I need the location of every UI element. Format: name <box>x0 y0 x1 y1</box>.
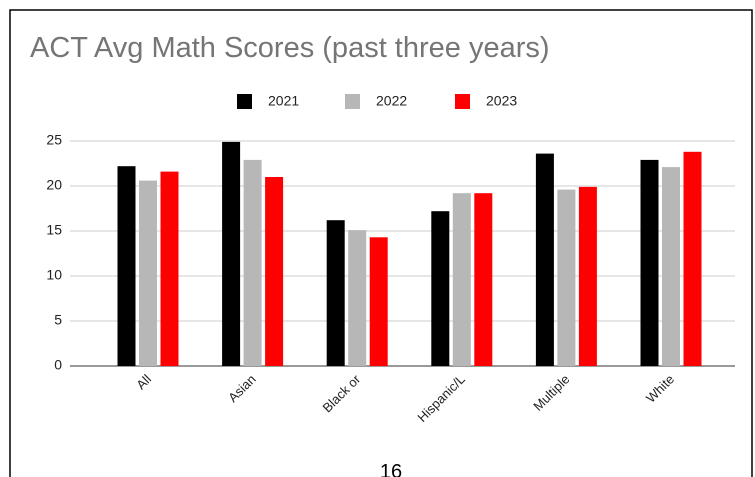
x-tick-label: Asian <box>225 372 259 406</box>
legend-label: 2021 <box>268 93 299 109</box>
bar <box>683 151 702 366</box>
bar <box>369 237 388 366</box>
bar <box>117 166 136 366</box>
y-tick-label: 5 <box>54 312 62 328</box>
legend-swatch <box>455 94 470 109</box>
chart-title: ACT Avg Math Scores (past three years) <box>30 32 550 64</box>
legend-label: 2023 <box>486 93 517 109</box>
bar <box>139 180 157 366</box>
bar <box>243 159 262 366</box>
bar <box>474 193 493 366</box>
bar <box>431 211 450 366</box>
bar <box>662 167 680 366</box>
bar <box>348 230 367 366</box>
bar <box>326 220 345 366</box>
bar <box>578 186 597 366</box>
bar <box>265 177 284 366</box>
bar <box>222 141 241 366</box>
bar <box>640 159 659 366</box>
y-tick-label: 25 <box>46 132 62 148</box>
legend-swatch <box>345 94 360 109</box>
x-tick-label: White <box>643 372 677 406</box>
bar <box>535 153 554 366</box>
y-tick-label: 0 <box>54 357 62 373</box>
legend-label: 2022 <box>376 93 407 109</box>
page-number: 16 <box>380 461 402 477</box>
y-tick-label: 15 <box>46 222 62 238</box>
bar <box>557 189 576 366</box>
x-tick-label: Multiple <box>530 372 572 414</box>
y-tick-label: 10 <box>46 267 62 283</box>
legend-swatch <box>237 94 252 109</box>
bar <box>160 171 179 366</box>
bar <box>452 193 471 366</box>
frame <box>9 9 753 477</box>
x-tick-label: All <box>133 371 154 392</box>
x-tick-label: Black or <box>320 371 364 415</box>
y-tick-label: 20 <box>46 177 62 193</box>
x-tick-label: Hispanic/L <box>414 372 468 426</box>
